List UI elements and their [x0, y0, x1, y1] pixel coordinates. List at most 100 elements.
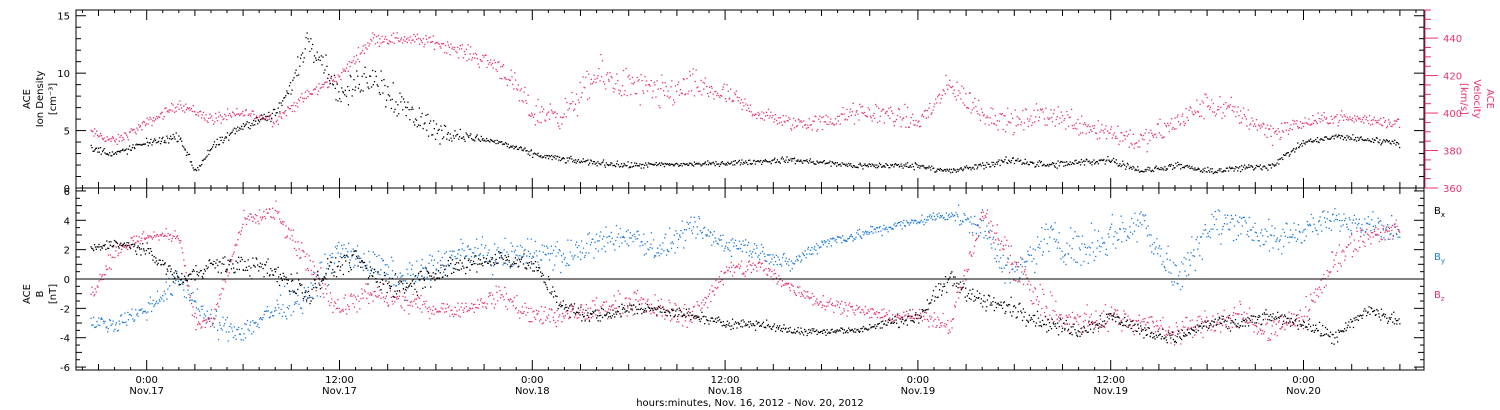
density-point [614, 164, 616, 167]
velocity-point [929, 102, 931, 105]
velocity-point [1034, 121, 1036, 123]
bz-point [226, 271, 228, 273]
bz-point [186, 280, 188, 283]
density-point [1190, 167, 1192, 169]
by-point [1376, 234, 1378, 236]
by-point [1227, 214, 1229, 216]
density-point [1168, 164, 1171, 166]
by-point [437, 262, 439, 264]
velocity-point [952, 85, 954, 88]
by-point [494, 260, 497, 262]
by-point [482, 255, 484, 257]
velocity-point [668, 97, 670, 99]
by-point [1235, 214, 1237, 217]
by-point [167, 288, 169, 290]
velocity-point [1148, 132, 1150, 134]
by-point [1330, 220, 1332, 222]
by-point [1191, 236, 1193, 238]
by-point [477, 247, 479, 250]
density-point [1147, 166, 1149, 168]
velocity-point [509, 79, 511, 81]
by-point [1090, 222, 1093, 224]
velocity-point [1108, 132, 1110, 134]
density-point [971, 167, 973, 169]
by-point [298, 303, 300, 305]
velocity-point [896, 114, 899, 117]
density-point [1140, 170, 1143, 172]
velocity-point [104, 140, 106, 142]
by-point [1153, 241, 1155, 244]
bz-point [415, 303, 417, 305]
velocity-point [431, 41, 433, 43]
velocity-point [830, 118, 832, 120]
velocity-point [1379, 123, 1381, 125]
density-point [718, 163, 720, 165]
density-point [1039, 162, 1042, 164]
by-point [136, 312, 139, 315]
density-point [1235, 166, 1237, 168]
velocity-point [378, 45, 380, 47]
density-point [1274, 164, 1276, 166]
density-point [270, 120, 272, 123]
velocity-point [948, 84, 950, 86]
velocity-point [432, 35, 434, 37]
by-point [1214, 210, 1216, 213]
by-point [1076, 235, 1078, 237]
density-point [555, 158, 557, 160]
velocity-point [679, 89, 682, 91]
density-point [930, 169, 932, 171]
density-point [1209, 171, 1211, 173]
bz-point [417, 306, 419, 308]
velocity-point [664, 82, 666, 84]
by-point [717, 243, 719, 245]
bz-point [395, 296, 397, 298]
bz-point [405, 299, 407, 301]
density-point [253, 119, 255, 122]
velocity-point [1303, 122, 1305, 124]
bz-point [438, 311, 440, 313]
velocity-point [1370, 124, 1372, 126]
density-point [414, 118, 417, 120]
density-point [1348, 135, 1350, 138]
velocity-point [169, 109, 172, 111]
velocity-point [348, 61, 350, 63]
bz-point [440, 307, 442, 309]
by-point [286, 306, 288, 309]
bz-point [246, 218, 248, 220]
density-point [248, 122, 250, 124]
density-point [926, 166, 928, 169]
by-point [1318, 221, 1320, 223]
velocity-point [1181, 115, 1183, 117]
bz-point [505, 305, 507, 308]
velocity-point [210, 117, 212, 119]
by-point [1212, 228, 1214, 230]
by-point [670, 242, 672, 244]
by-point [1062, 256, 1064, 258]
density-point [1394, 139, 1396, 141]
density-point [324, 69, 326, 71]
velocity-point [1341, 116, 1344, 118]
bz-point [153, 231, 155, 233]
velocity-point [800, 120, 802, 122]
by-point [615, 225, 618, 227]
bz-point [217, 302, 219, 304]
by-point [135, 309, 137, 311]
velocity-point [184, 111, 186, 113]
by-point [1071, 247, 1073, 250]
density-point [647, 162, 650, 164]
density-point [1367, 138, 1369, 140]
density-point [1323, 139, 1325, 141]
density-point [482, 138, 484, 140]
velocity-point [1069, 116, 1071, 118]
velocity-point [126, 134, 128, 136]
density-point [522, 150, 524, 152]
bz-point [555, 325, 557, 328]
by-point [926, 219, 928, 221]
bz-point [131, 236, 133, 239]
density-point [703, 163, 705, 165]
by-point [959, 224, 961, 226]
density-point [561, 158, 563, 160]
bz-point [239, 233, 242, 235]
density-point [492, 140, 494, 143]
density-point [958, 169, 960, 171]
